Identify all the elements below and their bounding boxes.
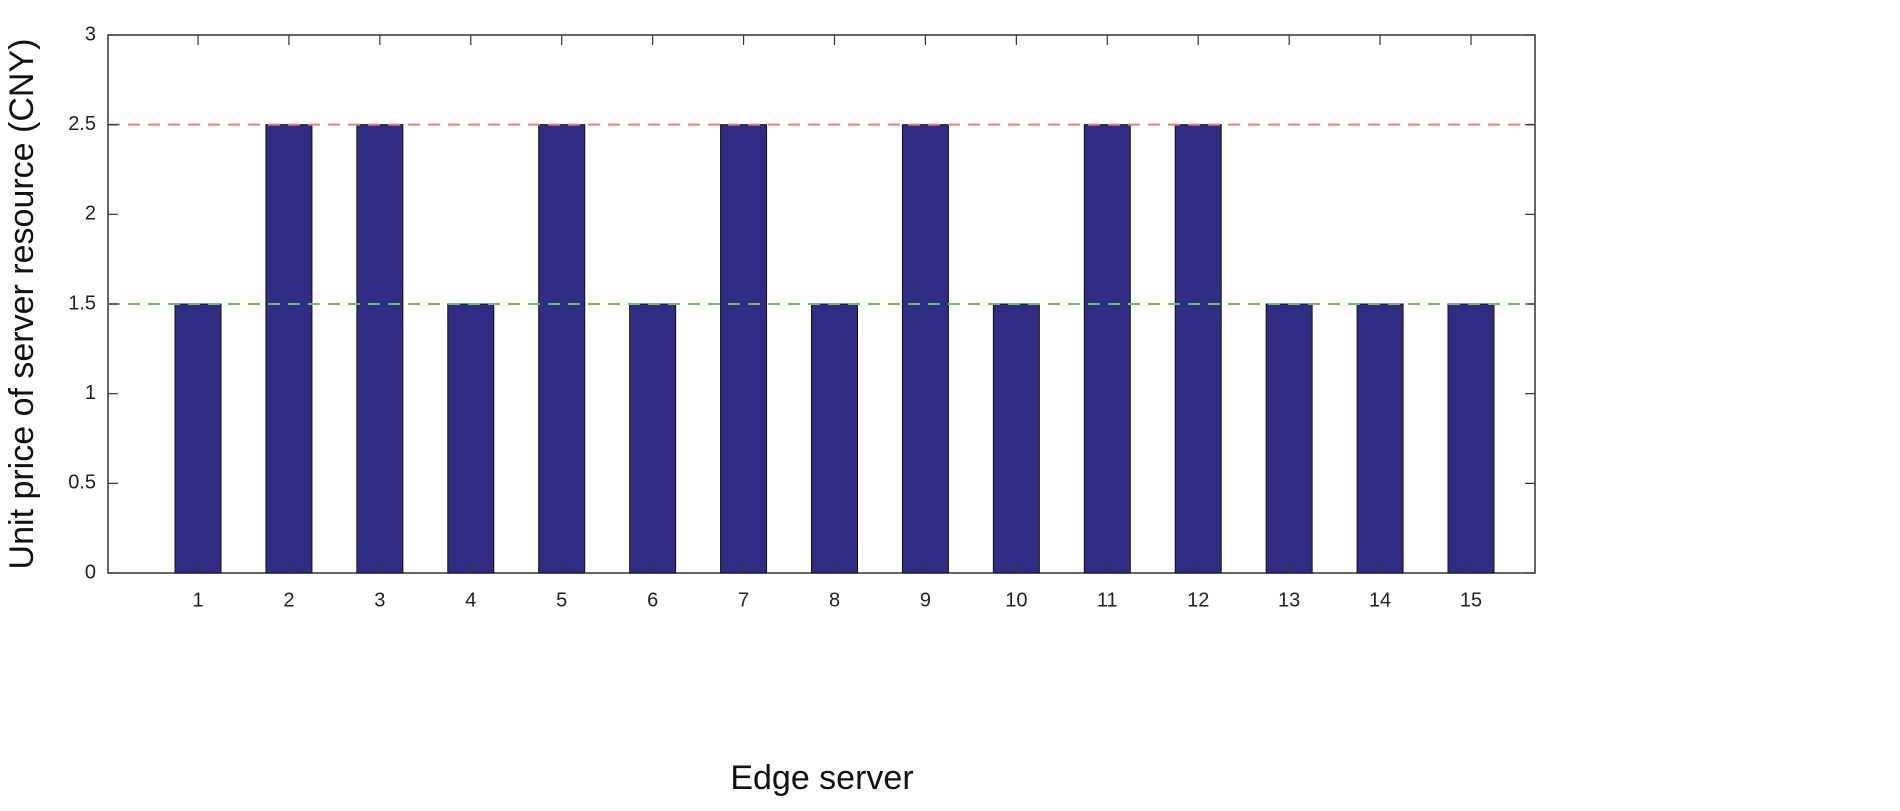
bar — [1265, 303, 1313, 574]
bar — [992, 303, 1040, 574]
bar — [265, 124, 313, 574]
x-tick-label: 13 — [1278, 589, 1300, 611]
x-tick-label: 7 — [738, 589, 749, 611]
y-tick-label: 1.5 — [68, 292, 96, 314]
y-axis-title: Unit price of server resource (CNY) — [3, 39, 41, 570]
x-tick-label: 12 — [1187, 589, 1209, 611]
bar — [1174, 124, 1222, 574]
y-tick-label: 2.5 — [68, 113, 96, 135]
x-tick-label: 10 — [1005, 589, 1027, 611]
bar — [1356, 303, 1404, 574]
y-tick-label: 0 — [85, 561, 96, 583]
bar — [447, 303, 495, 574]
x-tick-label: 15 — [1460, 589, 1482, 611]
x-tick-label: 3 — [374, 589, 385, 611]
bar — [356, 124, 404, 574]
bar — [901, 124, 949, 574]
x-tick-label: 9 — [920, 589, 931, 611]
y-tick-label: 2 — [85, 203, 96, 225]
bar — [538, 124, 586, 574]
y-tick-label: 0.5 — [68, 472, 96, 494]
bar — [1083, 124, 1131, 574]
x-tick-label: 5 — [556, 589, 567, 611]
x-tick-label: 1 — [192, 589, 203, 611]
bar — [174, 303, 222, 574]
bar — [720, 124, 768, 574]
x-tick-label: 11 — [1097, 589, 1118, 611]
bar — [811, 303, 858, 574]
x-axis-title: Edge server — [730, 759, 913, 797]
x-tick-label: 8 — [829, 589, 840, 611]
y-tick-label: 1 — [85, 382, 96, 404]
x-tick-label: 4 — [465, 589, 476, 611]
x-tick-label: 6 — [647, 589, 658, 611]
x-tick-label: 14 — [1369, 589, 1391, 611]
bar — [629, 303, 677, 574]
bar — [1447, 303, 1495, 574]
x-tick-label: 2 — [283, 589, 294, 611]
y-tick-label: 3 — [85, 23, 96, 45]
